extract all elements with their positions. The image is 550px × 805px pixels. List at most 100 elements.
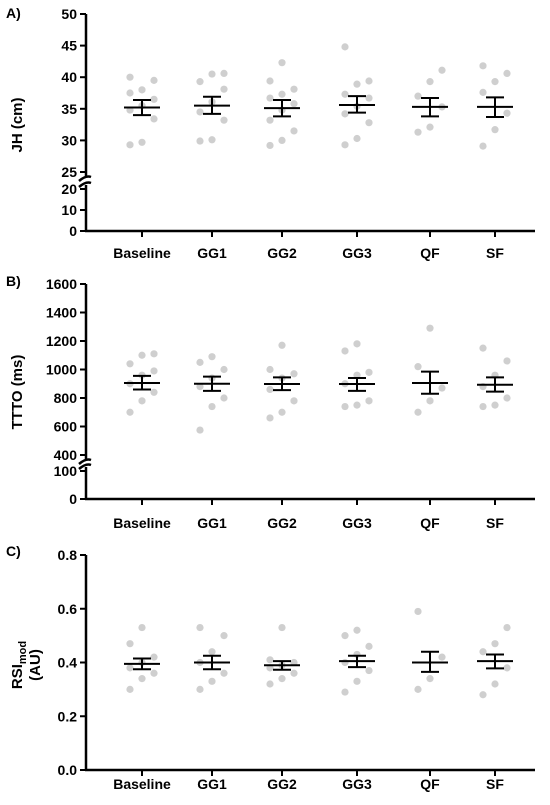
x-category-label: Baseline: [113, 245, 171, 261]
data-point: [426, 78, 434, 86]
y-axis-title: TTTO (ms): [9, 355, 26, 430]
y-tick-label: 0: [69, 491, 77, 507]
data-point: [266, 680, 274, 688]
data-point: [196, 137, 204, 145]
data-point: [126, 73, 134, 81]
data-point: [150, 95, 158, 103]
data-point: [290, 669, 298, 677]
axis-break-mark: [78, 458, 92, 465]
data-point: [266, 141, 274, 150]
data-point: [503, 664, 511, 672]
axis-break-mark: [78, 463, 92, 470]
data-point: [353, 401, 361, 409]
data-point: [365, 94, 373, 102]
data-point: [290, 127, 298, 135]
data-point: [278, 675, 286, 683]
y-tick-label: 0: [69, 223, 77, 239]
data-point: [503, 109, 511, 117]
data-point: [341, 43, 349, 51]
axis-break-mark: [78, 175, 92, 182]
y-tick-label: 0.0: [58, 762, 78, 778]
data-point: [278, 90, 286, 98]
data-point: [138, 351, 146, 359]
data-point: [196, 383, 204, 391]
x-category-label: SF: [486, 515, 504, 531]
data-point: [266, 77, 274, 85]
data-point: [479, 344, 487, 352]
y-tick-label: 0.8: [58, 547, 78, 563]
axis-break-mark: [78, 181, 92, 188]
data-point: [196, 108, 204, 116]
data-point: [196, 358, 204, 366]
data-point: [438, 66, 446, 74]
data-point: [208, 70, 216, 78]
data-point: [266, 385, 274, 394]
data-point: [479, 88, 487, 96]
data-point: [220, 632, 228, 640]
data-point: [426, 675, 434, 683]
x-category-label: GG2: [267, 515, 297, 531]
data-point: [196, 685, 204, 693]
panel-2: C) 0.8 0.6 0.4 0.2 0.0 Baseline GG1 GG2 GG3 QF SF RS…: [6, 543, 535, 792]
x-category-label: SF: [486, 776, 504, 792]
data-point: [138, 675, 146, 683]
data-point: [438, 384, 446, 392]
y-tick-label: 40: [61, 69, 77, 85]
data-point: [491, 126, 499, 134]
data-point: [220, 394, 228, 402]
data-point: [138, 86, 146, 94]
data-point: [220, 69, 228, 78]
data-point: [414, 607, 422, 616]
data-point: [278, 623, 286, 632]
data-point: [196, 426, 204, 434]
data-point: [208, 402, 216, 411]
data-point: [341, 90, 349, 98]
y-tick-label: 25: [61, 164, 77, 180]
data-point: [290, 100, 298, 108]
data-point: [365, 397, 373, 405]
y-tick-label: 35: [61, 101, 77, 117]
data-point: [479, 648, 487, 656]
data-point: [353, 80, 361, 88]
data-point: [365, 642, 373, 650]
y-tick-label: 0.2: [58, 708, 78, 724]
data-point: [365, 368, 373, 376]
data-point: [353, 626, 361, 634]
data-point: [491, 78, 499, 86]
y-tick-label: 1000: [46, 362, 77, 378]
data-point: [150, 367, 158, 375]
data-point: [150, 115, 158, 123]
data-point: [278, 341, 286, 349]
data-point: [126, 685, 134, 693]
data-point: [491, 640, 499, 648]
data-point: [278, 59, 286, 67]
data-point: [150, 76, 158, 84]
y-axis-title: RSImod: [9, 641, 29, 689]
data-point: [196, 78, 204, 86]
data-point: [208, 353, 216, 361]
y-tick-label: 1400: [46, 305, 77, 321]
data-point: [341, 688, 349, 696]
data-point: [150, 350, 158, 358]
y-tick-label: 50: [61, 6, 77, 22]
panel-label: A): [6, 5, 21, 21]
data-point: [126, 408, 134, 416]
panel-label: C): [6, 543, 21, 559]
data-point: [220, 116, 228, 124]
data-point: [138, 623, 146, 632]
x-category-label: QF: [420, 515, 440, 531]
data-point: [126, 640, 134, 648]
data-point: [266, 365, 274, 374]
data-point: [150, 653, 158, 661]
y-tick-label: 0.4: [58, 655, 78, 671]
data-point: [365, 119, 373, 127]
y-tick-label: 10: [61, 202, 77, 218]
data-point: [503, 69, 511, 78]
y-tick-label: 20: [61, 181, 77, 197]
data-point: [126, 360, 134, 368]
data-point: [150, 388, 158, 396]
data-point: [491, 401, 499, 409]
